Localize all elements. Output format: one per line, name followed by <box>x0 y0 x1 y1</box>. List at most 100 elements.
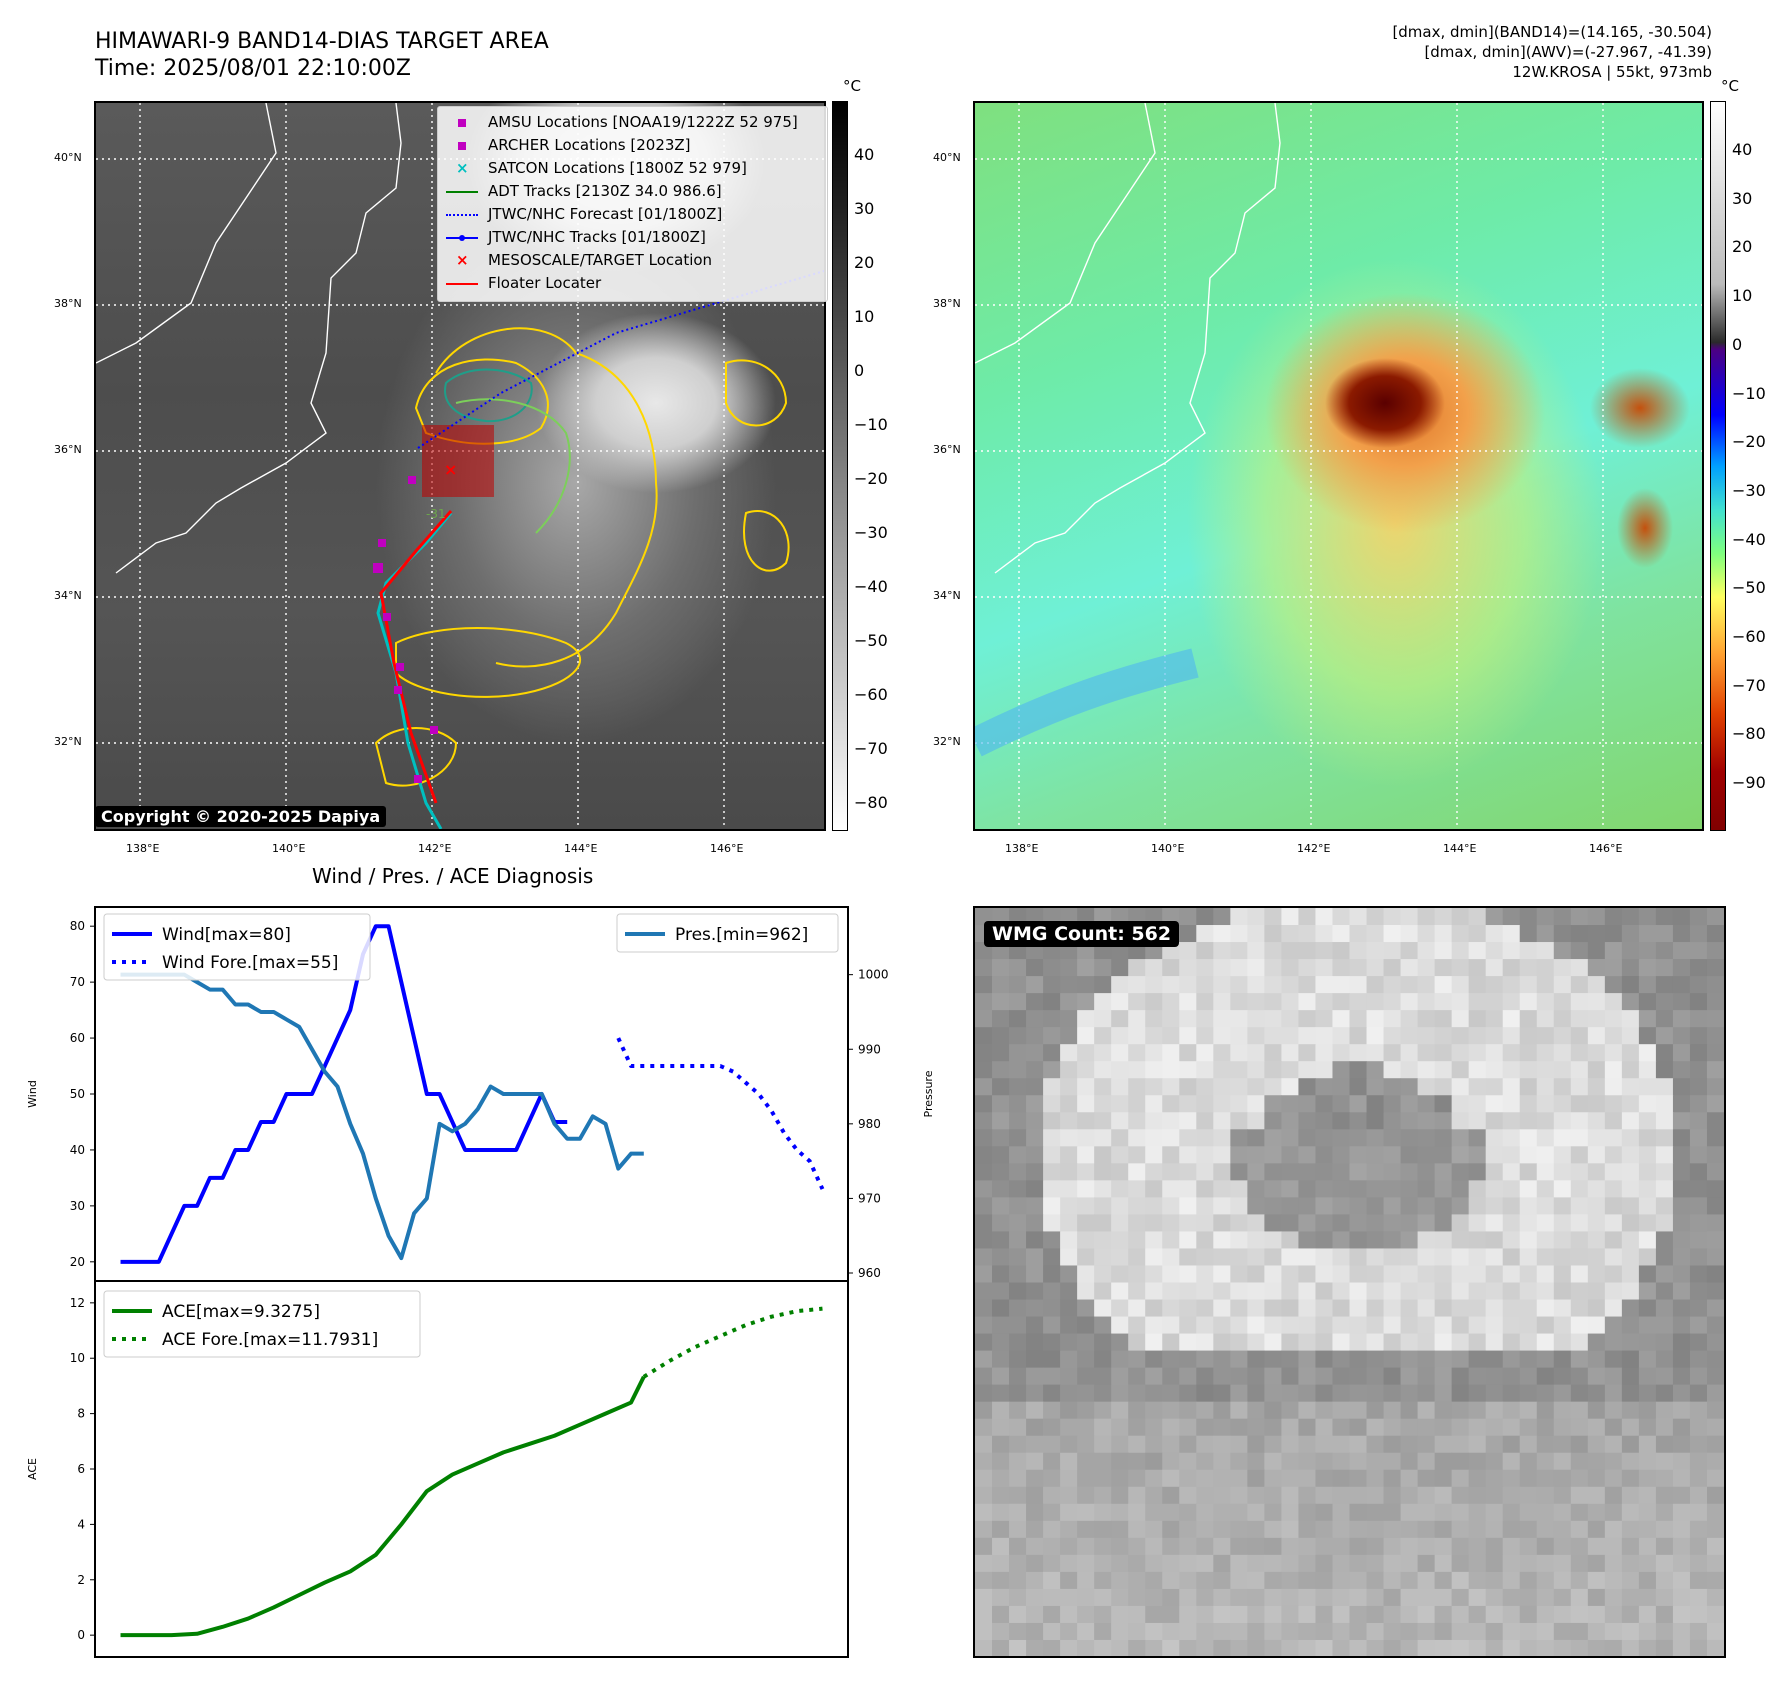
wmg-pixel <box>1536 1571 1555 1590</box>
wmg-pixel <box>1553 1095 1572 1113</box>
wmg-pixel <box>1383 1622 1402 1641</box>
wmg-pixel <box>1026 1435 1044 1454</box>
wmg-pixel <box>1349 1384 1368 1403</box>
wmg-pixel <box>1638 1520 1657 1539</box>
wmg-pixel <box>1247 1350 1265 1369</box>
wmg-pixel <box>1536 1078 1555 1096</box>
wmg-pixel <box>1485 1163 1504 1181</box>
wmg-pixel <box>1638 1435 1657 1454</box>
wmg-pixel <box>1638 976 1657 994</box>
wmg-pixel <box>992 1095 1010 1113</box>
wmg-pixel <box>1417 1435 1436 1454</box>
wmg-pixel <box>1519 1214 1538 1232</box>
wmg-pixel <box>1043 1520 1061 1539</box>
wmg-pixel <box>1128 1333 1146 1352</box>
wmg-pixel <box>1315 1078 1333 1096</box>
wmg-pixel <box>1417 1197 1436 1215</box>
wmg-pixel <box>1230 1129 1248 1147</box>
wmg-pixel <box>1485 1537 1504 1556</box>
wmg-pixel <box>1366 1367 1385 1386</box>
wmg-pixel <box>1128 1605 1146 1624</box>
wmg-pixel <box>1128 1367 1146 1386</box>
wmg-pixel <box>975 1095 993 1113</box>
wmg-pixel <box>1638 1367 1657 1386</box>
wmg-pixel <box>1468 1384 1487 1403</box>
wmg-pixel <box>1434 1333 1453 1352</box>
wmg-pixel <box>1111 1605 1129 1624</box>
wmg-pixel <box>1264 1265 1282 1283</box>
wmg-pixel <box>1281 1367 1299 1386</box>
wmg-pixel <box>1587 1163 1606 1181</box>
wmg-pixel <box>1179 1282 1197 1301</box>
wmg-pixel <box>1451 1061 1470 1079</box>
wmg-pixel <box>1655 1571 1674 1590</box>
wmg-pixel <box>1213 959 1231 977</box>
wmg-pixel <box>1604 1180 1623 1198</box>
wmg-pixel <box>1009 1316 1027 1335</box>
wmg-pixel <box>1230 1452 1248 1471</box>
wmg-pixel <box>1145 1452 1163 1471</box>
wmg-pixel <box>1570 1112 1589 1130</box>
wmg-pixel <box>1179 1197 1197 1215</box>
wmg-pixel <box>1706 1333 1724 1352</box>
ace-tick-label: 10 <box>70 1351 85 1365</box>
wmg-pixel <box>1009 1163 1027 1181</box>
wmg-pixel <box>992 1401 1010 1420</box>
wmg-pixel <box>1060 1367 1078 1386</box>
wmg-pixel <box>1383 976 1402 994</box>
wmg-pixel <box>1094 1350 1112 1369</box>
wmg-pixel <box>1213 1605 1231 1624</box>
wmg-pixel <box>992 1639 1010 1656</box>
wmg-pixel <box>1281 1605 1299 1624</box>
wmg-pixel <box>1621 1418 1640 1437</box>
wmg-pixel <box>1247 1486 1265 1505</box>
wmg-pixel <box>1621 1571 1640 1590</box>
color-map-overlay <box>975 103 1702 829</box>
wmg-pixel <box>992 1129 1010 1147</box>
color-ir-map-panel <box>973 101 1704 831</box>
colorbar-tick: −80 <box>854 793 888 812</box>
wmg-pixel <box>1264 1078 1282 1096</box>
wmg-pixel <box>1026 1418 1044 1437</box>
wind-tick-label: 40 <box>70 1143 85 1157</box>
wmg-pixel <box>1655 1299 1674 1318</box>
legend-frame <box>103 913 371 981</box>
wmg-pixel <box>1672 1282 1691 1301</box>
wmg-pixel <box>1383 1452 1402 1471</box>
wmg-pixel <box>1400 959 1419 977</box>
wmg-pixel <box>1026 1282 1044 1301</box>
wmg-pixel <box>1383 1333 1402 1352</box>
title-line-2: Time: 2025/08/01 22:10:00Z <box>95 56 411 81</box>
wmg-pixel <box>1162 1435 1180 1454</box>
wmg-pixel <box>1417 1554 1436 1573</box>
wmg-pixel <box>1247 1605 1265 1624</box>
wmg-pixel <box>1468 1537 1487 1556</box>
wmg-pixel <box>1621 1197 1640 1215</box>
diagnosis-chart: 807060504030201000990980970960121086420W… <box>26 906 935 1658</box>
wmg-pixel <box>1434 1486 1453 1505</box>
wmg-pixel <box>1264 976 1282 994</box>
wmg-pixel <box>1230 1027 1248 1045</box>
wmg-pixel <box>1043 993 1061 1011</box>
wmg-pixel <box>1315 1265 1333 1283</box>
wmg-pixel <box>1383 1639 1402 1656</box>
wmg-pixel <box>1111 1333 1129 1352</box>
wmg-pixel <box>1383 1435 1402 1454</box>
wmg-pixel <box>1026 1605 1044 1624</box>
legend-marker <box>444 210 480 220</box>
wmg-pixel <box>1604 908 1623 926</box>
wmg-pixel <box>1213 1282 1231 1301</box>
wmg-pixel <box>1145 1418 1163 1437</box>
wmg-pixel <box>1026 1503 1044 1522</box>
wmg-pixel <box>1536 1248 1555 1266</box>
colorbar-tick: 0 <box>1732 334 1743 354</box>
wmg-pixel <box>1315 1027 1333 1045</box>
wmg-pixel <box>1128 1520 1146 1539</box>
wmg-pixel <box>1077 993 1095 1011</box>
wmg-pixel <box>1332 942 1350 960</box>
wmg-pixel <box>1485 1214 1504 1232</box>
wmg-pixel <box>1349 1435 1368 1454</box>
wmg-pixel <box>1213 1163 1231 1181</box>
wmg-pixel <box>1162 1027 1180 1045</box>
wmg-pixel <box>1706 1401 1724 1420</box>
